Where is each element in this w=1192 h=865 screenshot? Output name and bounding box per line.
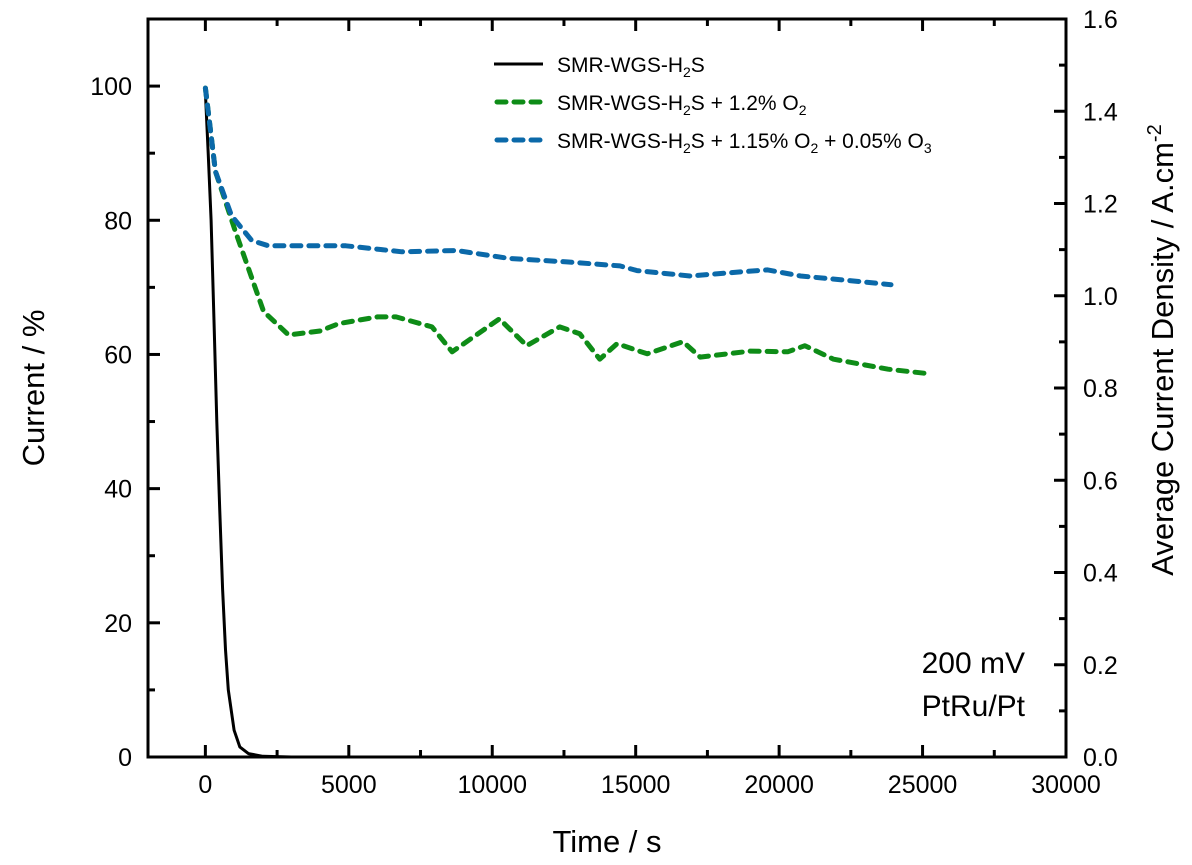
annotation-voltage: 200 mV (922, 647, 1025, 680)
legend-label-part: S + 1.2% O (691, 92, 799, 115)
series-line-2 (202, 85, 894, 288)
x-tick-label: 30000 (1031, 771, 1101, 799)
x-tick-label: 5000 (321, 771, 377, 799)
y2-axis-title-sup: -2 (1144, 124, 1166, 142)
x-tick-label: 0 (198, 771, 212, 799)
y2-tick-label: 0.2 (1083, 652, 1118, 680)
legend-label-0: SMR-WGS-H2S (557, 54, 705, 80)
y-tick-label: 100 (90, 73, 132, 101)
y-axis-title: Current / % (16, 310, 51, 467)
legend-label-part: SMR-WGS-H (557, 92, 683, 115)
legend-label-subscript: 2 (683, 140, 691, 156)
y-tick-label: 40 (104, 476, 132, 504)
x-axis-title: Time / s (552, 824, 661, 859)
legend-label-subscript: 2 (683, 102, 691, 118)
y-tick-label: 60 (104, 341, 132, 369)
axes-layer: 0 5000 10000 15000 20000 25000 30000 0 20 40 60 80 1… (90, 6, 1118, 799)
x-tick-label: 15000 (601, 771, 671, 799)
y2-tick-label: 0.6 (1083, 467, 1118, 495)
legend-label-part: + 0.05% O (818, 130, 924, 153)
legend-label-2: SMR-WGS-H2S + 1.15% O2 + 0.05% O3 (557, 130, 932, 156)
x-tick-label: 10000 (457, 771, 527, 799)
y2-tick-label: 0.4 (1083, 560, 1118, 588)
annotation-catalyst: PtRu/Pt (922, 690, 1026, 723)
series-line-0 (203, 92, 292, 759)
legend-label-subscript: 2 (683, 64, 691, 80)
y2-tick-label: 1.6 (1083, 6, 1118, 34)
y-tick-label: 20 (104, 610, 132, 638)
y-tick-label: 0 (118, 744, 132, 772)
y2-tick-label: 0.8 (1083, 375, 1118, 403)
legend-label-part: SMR-WGS-H (557, 54, 683, 77)
x-tick-label: 25000 (888, 771, 958, 799)
series-layer (202, 85, 927, 759)
y2-tick-label: 1.4 (1083, 98, 1118, 126)
legend-label-1: SMR-WGS-H2S + 1.2% O2 (557, 92, 807, 118)
legend-label-part: SMR-WGS-H (557, 130, 683, 153)
y-tick-label: 80 (104, 207, 132, 235)
y2-axis-title-main: Average Current Density / A.cm (1145, 142, 1180, 576)
legend-label-part: S (691, 54, 705, 77)
y2-tick-label: 0.0 (1083, 744, 1118, 772)
series-line-1 (202, 85, 927, 376)
legend-label-subscript: 3 (924, 140, 932, 156)
y2-tick-label: 1.0 (1083, 283, 1118, 311)
legend-label-subscript: 2 (799, 102, 807, 118)
y2-axis-title: Average Current Density / A.cm-2 (1144, 124, 1180, 575)
legend-label-part: S + 1.15% O (691, 130, 811, 153)
x-tick-label: 20000 (744, 771, 814, 799)
y2-tick-label: 1.2 (1083, 191, 1118, 219)
legend-label-subscript: 2 (810, 140, 818, 156)
